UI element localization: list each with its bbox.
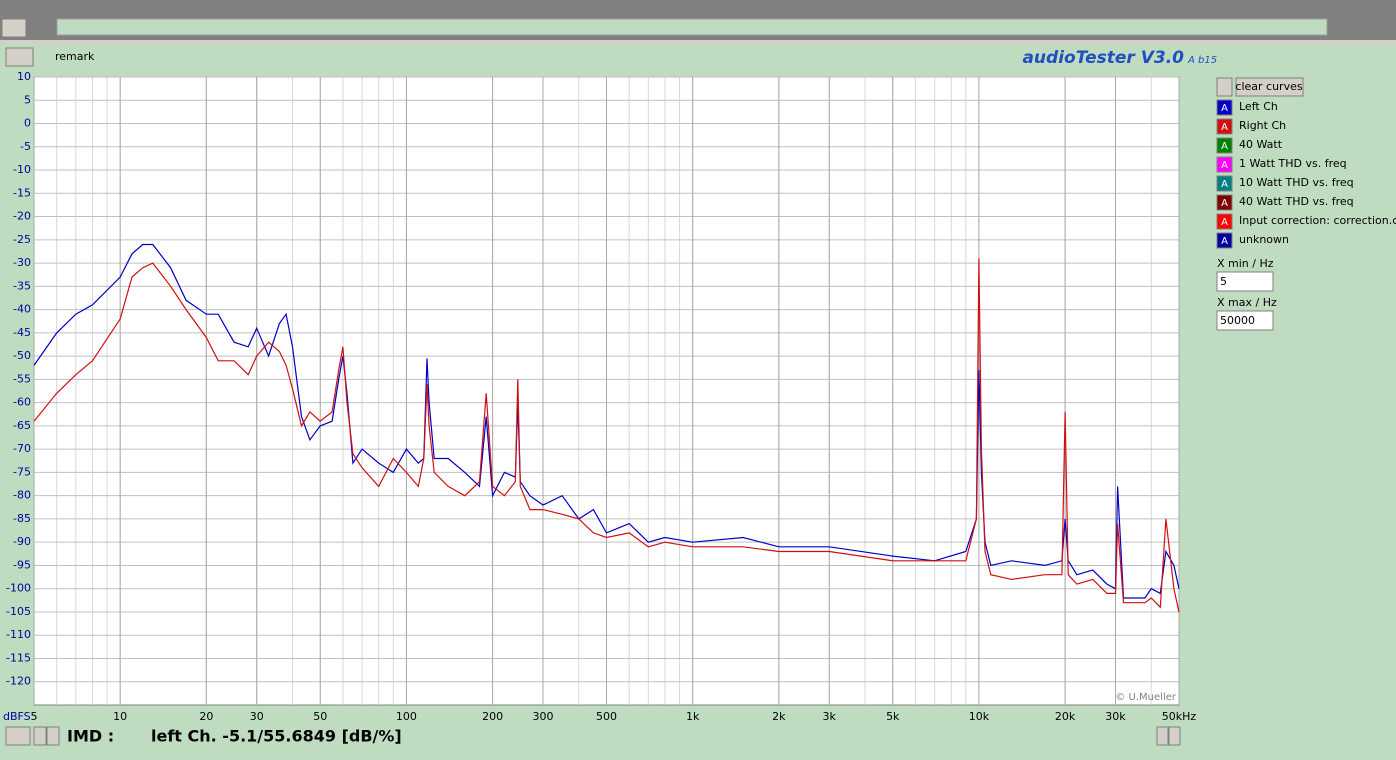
- curve-name: 40 Watt THD vs. freq: [1239, 195, 1354, 208]
- xmax-value: 50000: [1220, 314, 1255, 327]
- curve-toggle[interactable]: [1216, 156, 1233, 173]
- y-tick-label: -75: [13, 465, 31, 478]
- curve-toggle[interactable]: [1216, 99, 1233, 116]
- y-unit: dBFS: [3, 710, 31, 723]
- y-tick-label: -20: [13, 210, 31, 223]
- y-tick-label: 5: [24, 93, 31, 106]
- x-tick-label: 1k: [686, 710, 700, 723]
- y-tick-label: -25: [13, 233, 31, 246]
- x-tick-label: 20: [199, 710, 213, 723]
- x-tick-label: 3k: [823, 710, 837, 723]
- curve-toggle-icon: A: [1221, 103, 1228, 114]
- y-tick-label: -85: [13, 512, 31, 525]
- grid: 1050-5-10-15-20-25-30-35-40-45-50-55-60-…: [6, 70, 1196, 723]
- imd-label: IMD :: [67, 727, 114, 746]
- app-version: A b15: [1187, 55, 1217, 66]
- y-tick-label: -15: [13, 186, 31, 199]
- top-spinner[interactable]: [1, 18, 27, 38]
- top-divider: [0, 40, 1396, 44]
- x-tick-label: 100: [396, 710, 417, 723]
- x-tick-label: 20k: [1055, 710, 1076, 723]
- y-tick-label: -60: [13, 396, 31, 409]
- curve-toggle-icon: A: [1221, 179, 1228, 190]
- y-tick-label: -10: [13, 163, 31, 176]
- y-tick-label: -45: [13, 326, 31, 339]
- y-tick-label: -90: [13, 535, 31, 548]
- curve-toggle-icon: A: [1221, 217, 1228, 228]
- curve-name: Input correction: correction.cor: [1239, 214, 1396, 227]
- y-tick-label: -110: [6, 628, 31, 641]
- y-tick-label: -120: [6, 675, 31, 688]
- footer-next[interactable]: [46, 726, 60, 746]
- x-tick-label: 50: [313, 710, 327, 723]
- x-tick-label: 30k: [1105, 710, 1126, 723]
- x-tick-label: 300: [532, 710, 553, 723]
- x-tick-label: 500: [596, 710, 617, 723]
- sidebar-spinner[interactable]: [1216, 77, 1233, 97]
- y-tick-label: -50: [13, 349, 31, 362]
- xmin-value: 5: [1220, 275, 1227, 288]
- xmax-input[interactable]: [1216, 310, 1274, 331]
- curve-name: Right Ch: [1239, 119, 1286, 132]
- curve-toggle-icon: A: [1221, 198, 1228, 209]
- remark-label: remark: [55, 50, 95, 63]
- y-tick-label: -40: [13, 303, 31, 316]
- x-tick-label: 5k: [886, 710, 900, 723]
- progress-bar: [56, 18, 1328, 36]
- x-tick-label: 200: [482, 710, 503, 723]
- curve-toggle[interactable]: [1216, 232, 1233, 249]
- spectrum-line: [33, 258, 1180, 613]
- y-tick-label: -105: [6, 605, 31, 618]
- x-tick-label: 10: [113, 710, 127, 723]
- footer-spinner[interactable]: [5, 726, 31, 746]
- clear-curves-button[interactable]: [1235, 77, 1304, 97]
- y-tick-label: 10: [17, 70, 31, 83]
- y-tick-label: -5: [20, 140, 31, 153]
- curve-toggle[interactable]: [1216, 137, 1233, 154]
- y-tick-label: -100: [6, 582, 31, 595]
- curve-toggle[interactable]: [1216, 213, 1233, 230]
- curve-toggle-icon: A: [1221, 141, 1228, 152]
- y-tick-label: -95: [13, 558, 31, 571]
- y-tick-label: -35: [13, 279, 31, 292]
- imd-result: left Ch. -5.1/55.6849 [dB/%]: [151, 727, 402, 746]
- x-tick-label: 10k: [969, 710, 990, 723]
- y-tick-label: -55: [13, 372, 31, 385]
- y-tick-label: -115: [6, 651, 31, 664]
- curve-toggle[interactable]: [1216, 118, 1233, 135]
- curve-toggle-icon: A: [1221, 160, 1228, 171]
- x-tick-label: 5: [31, 710, 38, 723]
- curve-name: Left Ch: [1239, 100, 1278, 113]
- curve-list: A Left Ch A Right Ch A 40 Watt A 1 Watt THD vs.…: [1216, 99, 1396, 249]
- x-tick-label: 50kHz: [1162, 710, 1197, 723]
- x-tick-label: 30: [250, 710, 264, 723]
- curve-toggle[interactable]: [1216, 175, 1233, 192]
- curve-name: 1 Watt THD vs. freq: [1239, 157, 1347, 170]
- footer-prev[interactable]: [33, 726, 47, 746]
- xmin-label: X min / Hz: [1217, 257, 1274, 270]
- curve-toggle-icon: A: [1221, 122, 1228, 133]
- y-tick-label: -80: [13, 489, 31, 502]
- clear-curves-label: clear curves: [1235, 80, 1302, 93]
- app-title: audioTester V3.0: [1022, 48, 1184, 68]
- y-tick-label: 0: [24, 117, 31, 130]
- y-tick-label: -65: [13, 419, 31, 432]
- y-tick-label: -70: [13, 442, 31, 455]
- curve-toggle-icon: A: [1221, 236, 1228, 247]
- curves: [33, 243, 1180, 613]
- curve-name: 40 Watt: [1239, 138, 1283, 151]
- curve-name: 10 Watt THD vs. freq: [1239, 176, 1354, 189]
- xmin-input[interactable]: [1216, 271, 1274, 292]
- footer-right-next[interactable]: [1168, 726, 1181, 746]
- remark-spinner[interactable]: [5, 47, 34, 67]
- copyright: © U.Mueller: [1115, 692, 1177, 703]
- x-tick-label: 2k: [772, 710, 786, 723]
- curve-name: unknown: [1239, 233, 1289, 246]
- curve-toggle[interactable]: [1216, 194, 1233, 211]
- footer-right-prev[interactable]: [1156, 726, 1169, 746]
- xmax-label: X max / Hz: [1217, 296, 1277, 309]
- y-tick-label: -30: [13, 256, 31, 269]
